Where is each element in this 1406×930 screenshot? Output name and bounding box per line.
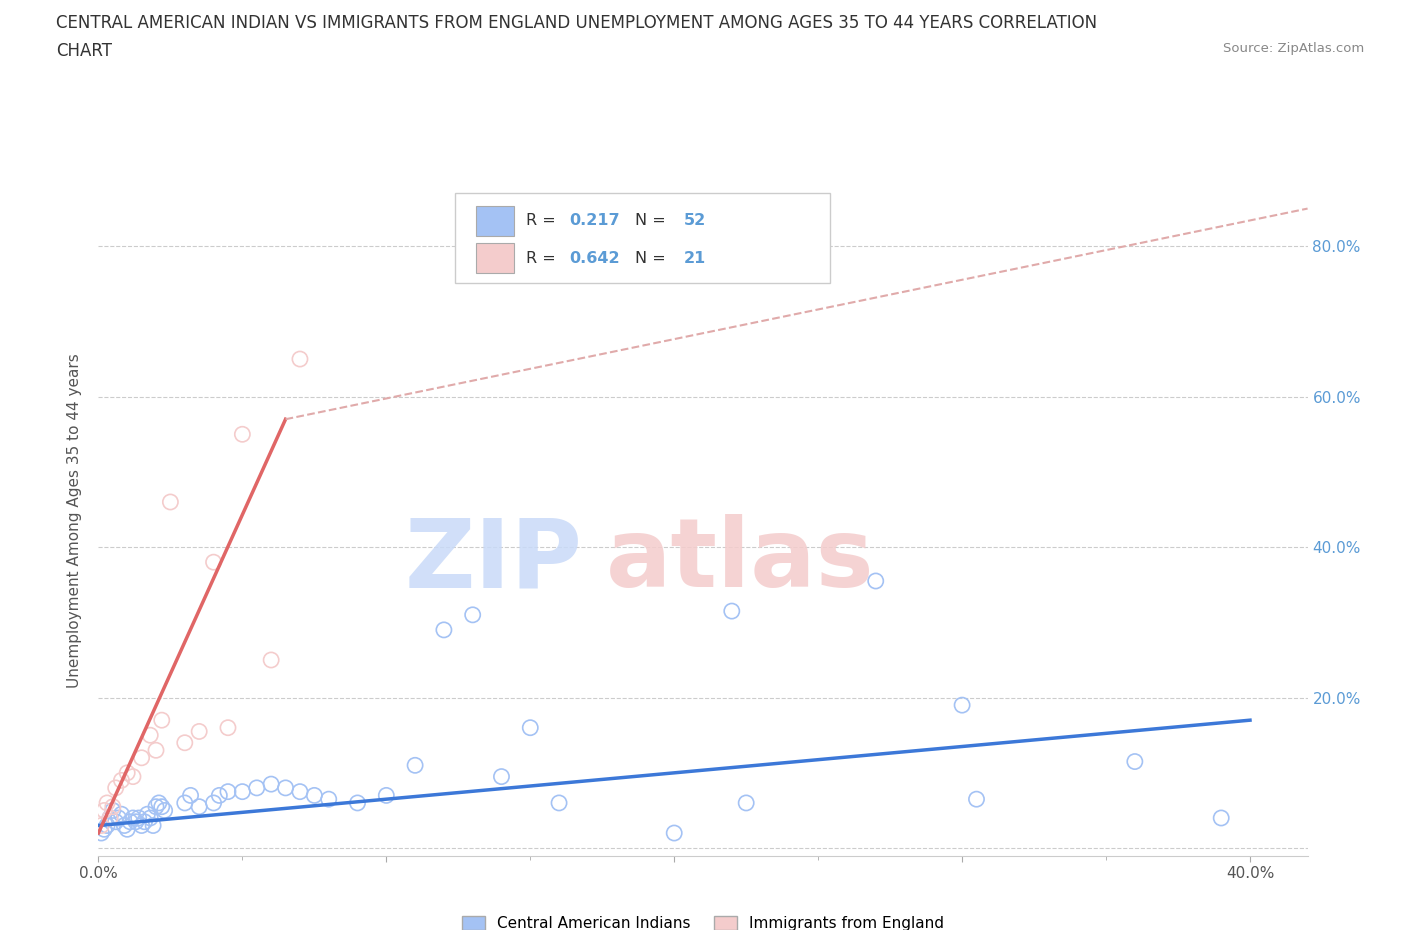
Point bbox=[188, 799, 211, 814]
Point bbox=[260, 777, 283, 791]
Point bbox=[202, 795, 225, 810]
Point bbox=[208, 788, 231, 803]
Point bbox=[139, 811, 162, 826]
Text: R =: R = bbox=[526, 251, 561, 266]
Point bbox=[125, 815, 148, 830]
Point bbox=[112, 818, 135, 833]
FancyBboxPatch shape bbox=[475, 206, 515, 236]
Text: 52: 52 bbox=[683, 213, 706, 229]
Point bbox=[288, 784, 311, 799]
Point bbox=[202, 554, 225, 569]
Point bbox=[375, 788, 398, 803]
Text: atlas: atlas bbox=[606, 514, 875, 607]
Point bbox=[90, 826, 112, 841]
Point bbox=[548, 795, 571, 810]
Text: N =: N = bbox=[636, 251, 671, 266]
Point bbox=[145, 743, 167, 758]
Point bbox=[153, 803, 176, 817]
Point bbox=[664, 826, 686, 841]
Text: CHART: CHART bbox=[56, 42, 112, 60]
Text: CENTRAL AMERICAN INDIAN VS IMMIGRANTS FROM ENGLAND UNEMPLOYMENT AMONG AGES 35 TO: CENTRAL AMERICAN INDIAN VS IMMIGRANTS FR… bbox=[56, 14, 1097, 32]
Point bbox=[110, 773, 132, 788]
Point bbox=[122, 769, 145, 784]
Text: 0.642: 0.642 bbox=[569, 251, 620, 266]
Point bbox=[246, 780, 269, 795]
Point bbox=[433, 622, 456, 637]
Point bbox=[98, 811, 121, 826]
Text: N =: N = bbox=[636, 213, 671, 229]
Point bbox=[491, 769, 513, 784]
Point bbox=[1123, 754, 1146, 769]
Point bbox=[101, 803, 124, 817]
Point bbox=[720, 604, 742, 618]
Point bbox=[96, 818, 118, 833]
Text: 0.217: 0.217 bbox=[569, 213, 620, 229]
Point bbox=[98, 811, 121, 826]
Point bbox=[134, 815, 156, 830]
Text: 21: 21 bbox=[683, 251, 706, 266]
Point bbox=[1211, 811, 1233, 826]
Point bbox=[101, 799, 124, 814]
Point bbox=[346, 795, 368, 810]
Point bbox=[142, 818, 165, 833]
Text: Source: ZipAtlas.com: Source: ZipAtlas.com bbox=[1223, 42, 1364, 55]
Point bbox=[115, 765, 138, 780]
Point bbox=[274, 780, 297, 795]
Point bbox=[148, 795, 170, 810]
Point bbox=[107, 811, 129, 826]
Point bbox=[404, 758, 426, 773]
Point bbox=[318, 791, 340, 806]
Point bbox=[139, 728, 162, 743]
Point bbox=[173, 795, 195, 810]
Point bbox=[950, 698, 973, 712]
Point bbox=[188, 724, 211, 739]
Y-axis label: Unemployment Among Ages 35 to 44 years: Unemployment Among Ages 35 to 44 years bbox=[67, 353, 83, 688]
Point bbox=[260, 653, 283, 668]
Point bbox=[966, 791, 988, 806]
Point bbox=[159, 495, 181, 510]
Point bbox=[150, 712, 173, 727]
Point bbox=[120, 815, 142, 830]
Point bbox=[865, 574, 887, 589]
Point bbox=[231, 784, 253, 799]
Point bbox=[131, 818, 153, 833]
Point bbox=[519, 720, 541, 735]
Point bbox=[104, 815, 127, 830]
FancyBboxPatch shape bbox=[475, 243, 515, 273]
Point bbox=[173, 736, 195, 751]
Point bbox=[231, 427, 253, 442]
Point bbox=[128, 811, 150, 826]
Point bbox=[735, 795, 758, 810]
Point bbox=[93, 822, 115, 837]
Point bbox=[90, 818, 112, 833]
Point bbox=[304, 788, 326, 803]
Point bbox=[122, 811, 145, 826]
Point bbox=[93, 803, 115, 817]
Point bbox=[288, 352, 311, 366]
Point bbox=[461, 607, 484, 622]
Point bbox=[115, 822, 138, 837]
Point bbox=[145, 799, 167, 814]
Point bbox=[150, 799, 173, 814]
Point bbox=[131, 751, 153, 765]
Point bbox=[180, 788, 202, 803]
Point bbox=[96, 795, 118, 810]
Text: R =: R = bbox=[526, 213, 561, 229]
Text: ZIP: ZIP bbox=[404, 514, 582, 607]
Point bbox=[110, 807, 132, 822]
Point bbox=[136, 807, 159, 822]
FancyBboxPatch shape bbox=[456, 193, 830, 283]
Point bbox=[217, 720, 239, 735]
Point bbox=[104, 780, 127, 795]
Legend: Central American Indians, Immigrants from England: Central American Indians, Immigrants fro… bbox=[456, 910, 950, 930]
Point bbox=[217, 784, 239, 799]
